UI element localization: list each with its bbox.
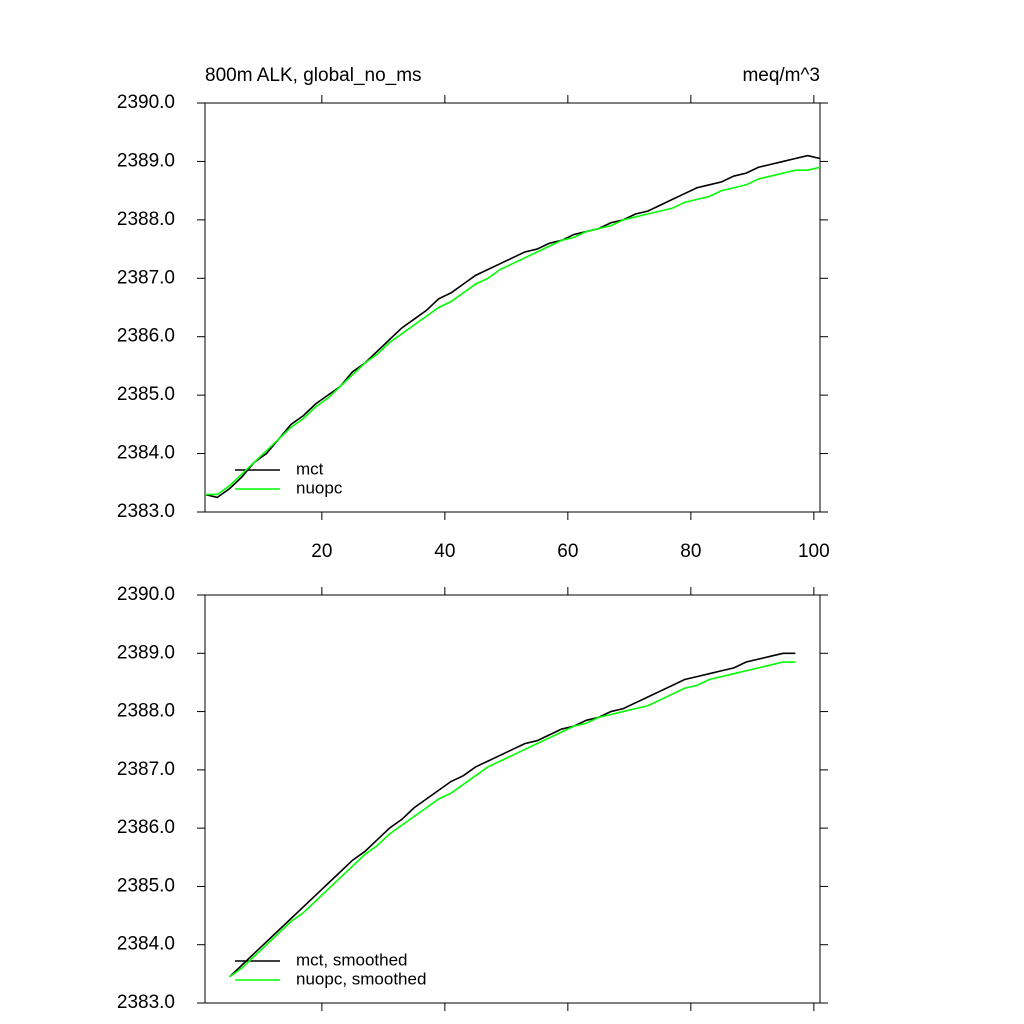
y-tick-label: 2384.0 — [117, 443, 175, 464]
series-line — [204, 154, 821, 499]
legend-label: nuopc, smoothed — [296, 969, 426, 988]
y-tick-label: 2383.0 — [117, 992, 175, 1013]
y-tick-label: 2389.0 — [117, 150, 175, 171]
legend-label: nuopc — [296, 478, 343, 497]
y-tick-label: 2386.0 — [117, 817, 175, 838]
x-tick-label: 80 — [680, 541, 701, 562]
x-tick-label: 20 — [311, 541, 332, 562]
y-tick-label: 2384.0 — [117, 934, 175, 955]
y-tick-label: 2383.0 — [117, 501, 175, 522]
y-tick-label: 2388.0 — [117, 701, 175, 722]
chart-title: 800m ALK, global_no_ms — [205, 65, 422, 86]
series-line — [229, 661, 796, 978]
y-tick-label: 2386.0 — [117, 326, 175, 347]
series-line — [229, 652, 796, 978]
y-tick-label: 2385.0 — [117, 875, 175, 896]
plot-frame — [204, 594, 821, 1004]
legend-label: mct — [296, 459, 324, 478]
legend-label: mct, smoothed — [296, 950, 408, 969]
x-tick-label: 60 — [557, 541, 578, 562]
units-label: meq/m^3 — [742, 65, 820, 86]
x-tick-label: 40 — [434, 541, 455, 562]
y-tick-label: 2390.0 — [117, 584, 175, 605]
y-tick-label: 2387.0 — [117, 759, 175, 780]
y-tick-label: 2388.0 — [117, 209, 175, 230]
plot-frame — [204, 102, 821, 513]
y-tick-label: 2385.0 — [117, 384, 175, 405]
x-tick-label: 100 — [798, 541, 830, 562]
y-tick-label: 2390.0 — [117, 92, 175, 113]
y-tick-label: 2387.0 — [117, 267, 175, 288]
series-line — [205, 166, 821, 496]
y-tick-label: 2389.0 — [117, 642, 175, 663]
